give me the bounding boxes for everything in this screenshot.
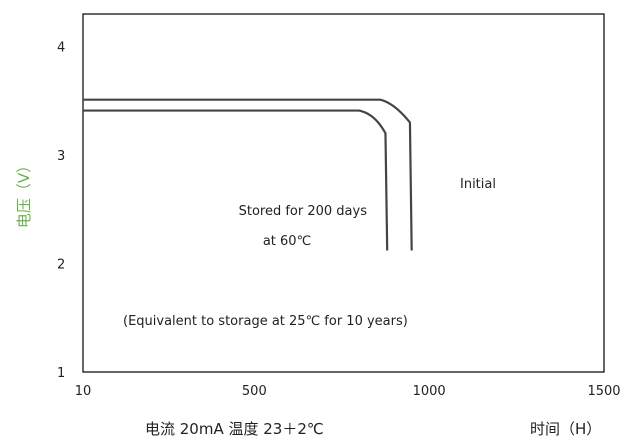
annotation-stored-line1: Stored for 200 days [239,204,368,219]
annotation-stored-line2: at 60℃ [263,234,311,249]
series-line-initial [83,100,412,251]
y-tick-labels: 1 2 3 4 [57,41,65,381]
x-tick-labels: 10 500 1000 1500 [75,384,621,399]
x-tick-label: 500 [242,384,267,399]
series-layer [83,100,412,251]
annotation-equivalent: (Equivalent to storage at 25℃ for 10 yea… [123,314,408,329]
series-line-stored [83,111,387,251]
y-tick-label: 1 [57,366,65,381]
x-tick-label: 1500 [587,384,620,399]
x-tick-label: 1000 [413,384,446,399]
x-axis-label-time: 时间（H） [530,420,601,438]
x-tick-label: 10 [75,384,92,399]
annotation-initial: Initial [460,177,496,192]
y-tick-label: 2 [57,258,65,273]
y-tick-label: 4 [57,41,65,56]
y-tick-label: 3 [57,149,65,164]
y-axis-label: 电压（V） [15,158,33,228]
x-axis-label-conditions: 电流 20mA 温度 23＋2℃ [145,420,324,438]
